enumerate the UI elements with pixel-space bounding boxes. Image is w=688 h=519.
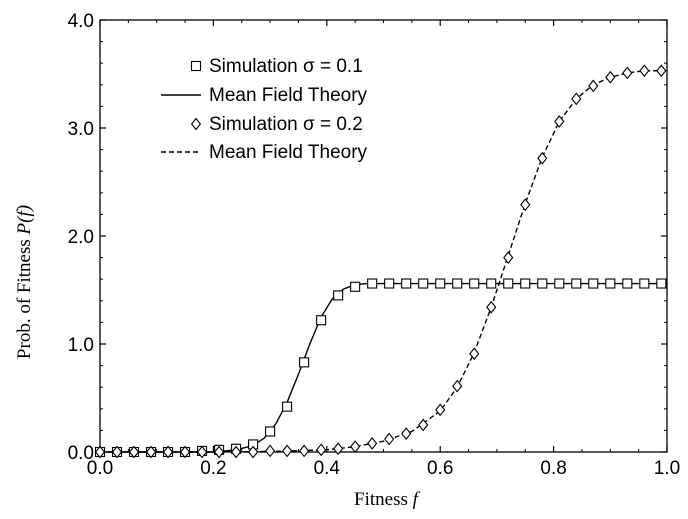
diamond-marker — [486, 300, 497, 314]
square-marker — [571, 278, 582, 289]
square-marker — [452, 278, 463, 289]
legend-square-icon — [190, 60, 202, 72]
diamond-marker — [452, 379, 463, 393]
diamond-marker — [622, 66, 633, 80]
diamond-marker — [299, 444, 310, 458]
y-axis-title: Prob. of Fitness P(f) — [14, 205, 35, 359]
legend-label: Mean Field Theory — [209, 85, 368, 106]
diamond-marker — [333, 442, 344, 456]
diamond-marker — [128, 445, 140, 459]
square-marker — [367, 278, 378, 289]
diamond-marker — [316, 443, 327, 457]
legend-label: Simulation σ = 0.2 — [209, 114, 363, 135]
legend-label: Mean Field Theory — [209, 142, 368, 163]
square-marker — [486, 278, 497, 289]
y-tick-label: 3.0 — [68, 119, 94, 140]
y-tick-label: 1.0 — [68, 335, 94, 356]
diamond-marker — [537, 151, 548, 165]
diamond-marker — [162, 445, 174, 459]
diamond-marker — [247, 445, 259, 459]
diamond-marker — [469, 347, 480, 361]
diamond-marker — [350, 440, 361, 453]
x-tick-label: 1.0 — [654, 458, 680, 479]
square-marker — [656, 278, 667, 289]
y-tick-label: 4.0 — [68, 11, 94, 32]
legend-entry: Simulation σ = 0.2 — [190, 114, 363, 135]
diamond-marker — [656, 64, 667, 78]
x-tick-label: 0.4 — [314, 458, 341, 479]
x-tick-label: 0.6 — [427, 458, 453, 479]
diamond-marker — [401, 427, 412, 441]
diamond-marker — [230, 445, 242, 459]
square-marker — [435, 278, 446, 289]
diamond-marker — [111, 445, 123, 459]
diamond-marker — [179, 445, 191, 459]
square-marker — [622, 278, 633, 289]
square-marker — [299, 357, 310, 368]
y-tick-label: 0.0 — [68, 443, 94, 464]
x-tick-label: 0.2 — [200, 458, 226, 479]
diamond-marker — [418, 418, 429, 432]
square-marker — [588, 278, 599, 289]
diamond-marker — [384, 432, 395, 446]
square-marker — [605, 278, 616, 289]
plot-frame — [99, 19, 668, 453]
series-3 — [100, 70, 667, 453]
x-tick-label: 0.0 — [87, 458, 113, 479]
diamond-marker — [435, 403, 446, 417]
diamond-marker — [554, 115, 565, 128]
square-marker — [503, 278, 514, 289]
square-marker — [520, 278, 531, 289]
square-marker — [537, 278, 548, 289]
legend-entry: Simulation σ = 0.1 — [190, 56, 363, 77]
legend-label: Simulation σ = 0.1 — [209, 56, 363, 77]
diamond-marker — [503, 251, 514, 264]
square-marker — [316, 315, 327, 326]
legend-entry: Mean Field Theory — [161, 85, 368, 106]
diamond-marker — [145, 445, 157, 459]
diamond-marker — [520, 198, 531, 212]
square-marker — [282, 401, 293, 412]
square-marker — [265, 426, 276, 437]
diamond-marker — [196, 445, 208, 459]
square-marker — [639, 278, 650, 289]
x-axis-title: Fitness f — [354, 489, 421, 510]
axes: 0.0 0.2 0.4 0.6 0.8 1.0 0.0 1.0 2.0 3.0 4.0 — [68, 11, 681, 479]
diamond-marker — [639, 64, 650, 78]
legend: Simulation σ = 0.1 Mean Field Theory Simul… — [161, 56, 368, 163]
square-marker — [350, 281, 361, 292]
dashed-theory-line — [100, 70, 667, 453]
y-tick-label: 2.0 — [68, 227, 94, 248]
x-tick-label: 0.8 — [540, 458, 566, 479]
square-marker — [401, 278, 412, 289]
diamond-marker — [571, 92, 582, 106]
diamond-marker — [94, 445, 106, 459]
square-marker — [469, 278, 480, 289]
diamond-marker — [367, 436, 378, 450]
series-0 — [94, 278, 667, 458]
series-2 — [94, 64, 667, 459]
solid-theory-line — [100, 282, 667, 453]
diamond-marker — [588, 79, 599, 93]
diamond-marker — [264, 444, 276, 458]
plot-area — [94, 64, 667, 459]
square-marker — [554, 278, 565, 289]
diamond-marker — [213, 445, 225, 459]
legend-diamond-icon — [190, 117, 202, 131]
legend-entry: Mean Field Theory — [161, 142, 368, 163]
series-1 — [100, 282, 667, 453]
diamond-marker — [605, 70, 616, 84]
square-marker — [384, 278, 395, 289]
square-marker — [418, 278, 429, 289]
square-marker — [333, 290, 344, 301]
diamond-marker — [282, 444, 293, 458]
